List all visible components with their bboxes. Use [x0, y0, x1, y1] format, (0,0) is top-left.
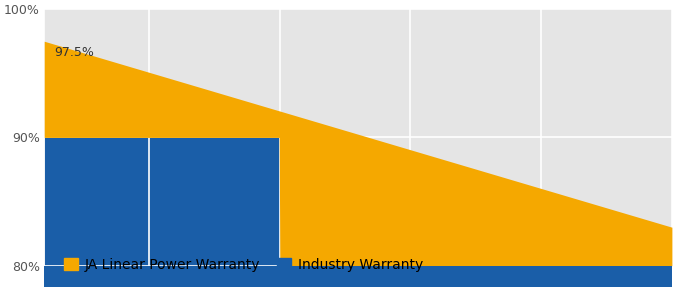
- Text: 97.5%: 97.5%: [55, 46, 94, 59]
- Legend: JA Linear Power Warranty, Industry Warranty: JA Linear Power Warranty, Industry Warra…: [58, 252, 428, 277]
